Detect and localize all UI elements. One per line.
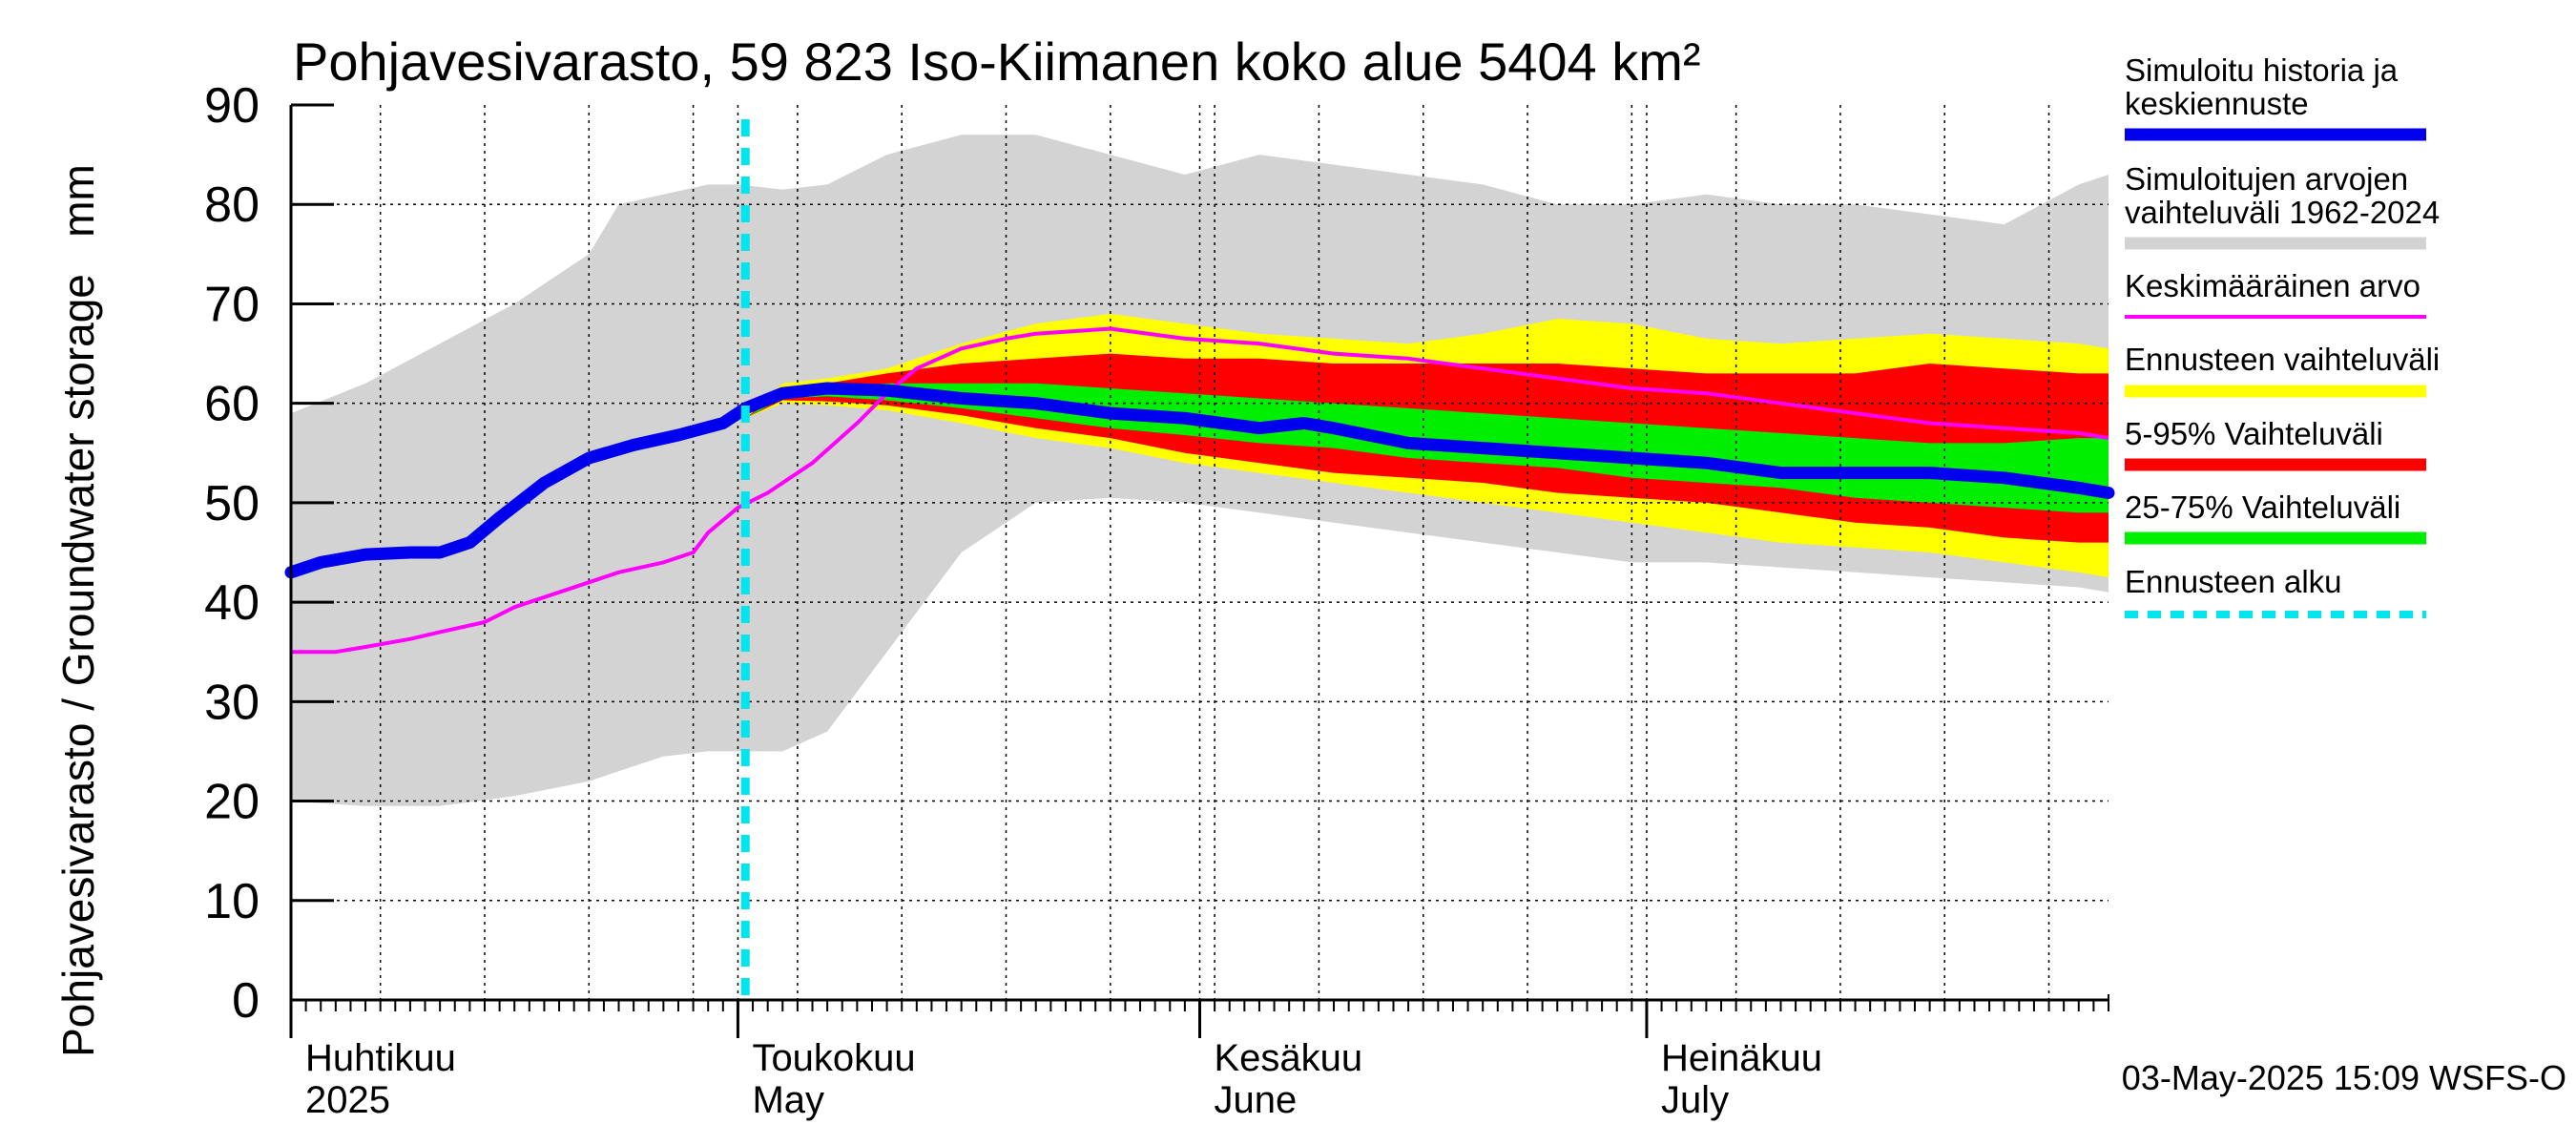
x-month-sublabel: 2025 [305, 1079, 390, 1121]
x-month-sublabel: May [752, 1079, 824, 1121]
legend-label-history_range: vaihteluväli 1962-2024 [2125, 195, 2440, 230]
y-tick-label: 10 [204, 874, 260, 929]
y-tick-label: 0 [232, 973, 260, 1029]
series-lines-layer [284, 119, 2115, 1000]
y-tick-label: 30 [204, 675, 260, 730]
y-tick-label: 70 [204, 277, 260, 332]
y-tick-label: 80 [204, 177, 260, 233]
legend-label-p25_75: 25-75% Vaihteluväli [2125, 489, 2400, 525]
legend-label-history_range: Simuloitujen arvojen [2125, 161, 2408, 197]
legend-label-mean: Keskimääräinen arvo [2125, 268, 2420, 303]
y-tick-label: 50 [204, 476, 260, 531]
timestamp: 03-May-2025 15:09 WSFS-O [2122, 1058, 2566, 1097]
x-month-label: Toukokuu [752, 1037, 915, 1079]
x-month-sublabel: June [1215, 1079, 1298, 1121]
y-axis-label: Pohjavesivarasto / Groundwater storage m… [53, 164, 103, 1057]
y-tick-label: 90 [204, 78, 260, 134]
y-tick-label: 40 [204, 575, 260, 631]
mean-line [291, 326, 2109, 655]
legend-label-forecast_start: Ennusteen alku [2125, 564, 2342, 599]
legend-label-forecast_range: Ennusteen vaihteluväli [2125, 342, 2440, 377]
legend-label-p5_95: 5-95% Vaihteluväli [2125, 416, 2383, 451]
gridlines [290, 105, 2109, 1000]
x-month-label: Heinäkuu [1661, 1037, 1822, 1079]
y-tick-label: 20 [204, 775, 260, 830]
chart-title: Pohjavesivarasto, 59 823 Iso-Kiimanen ko… [293, 31, 1701, 92]
x-month-sublabel: July [1661, 1079, 1729, 1121]
median-line [284, 382, 2115, 579]
x-month-label: Huhtikuu [305, 1037, 456, 1079]
legend-label-median: keskiennuste [2125, 86, 2309, 121]
legend-label-median: Simuloitu historia ja [2125, 52, 2399, 88]
y-tick-label: 60 [204, 377, 260, 432]
axes-layer [289, 103, 2109, 1038]
x-month-label: Kesäkuu [1215, 1037, 1363, 1079]
